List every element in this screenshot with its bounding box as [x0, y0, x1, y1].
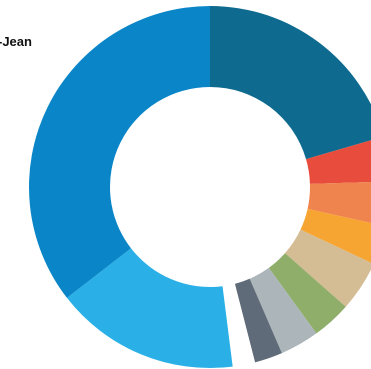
- donut-slice-9: [222, 283, 256, 367]
- donut-slice-7: [249, 267, 317, 354]
- donut-slice-3: [307, 181, 371, 223]
- donut-slice-6: [268, 253, 346, 334]
- slice-label-jean: -Jean: [0, 34, 32, 49]
- donut-slice-4: [300, 208, 371, 263]
- donut-slice-8: [234, 278, 282, 363]
- donut-slice-2: [306, 140, 371, 184]
- donut-slice-5: [285, 229, 371, 307]
- donut-slice-10: [66, 248, 233, 368]
- donut-slice-1: [210, 6, 371, 160]
- donut-slice-11: [29, 6, 211, 298]
